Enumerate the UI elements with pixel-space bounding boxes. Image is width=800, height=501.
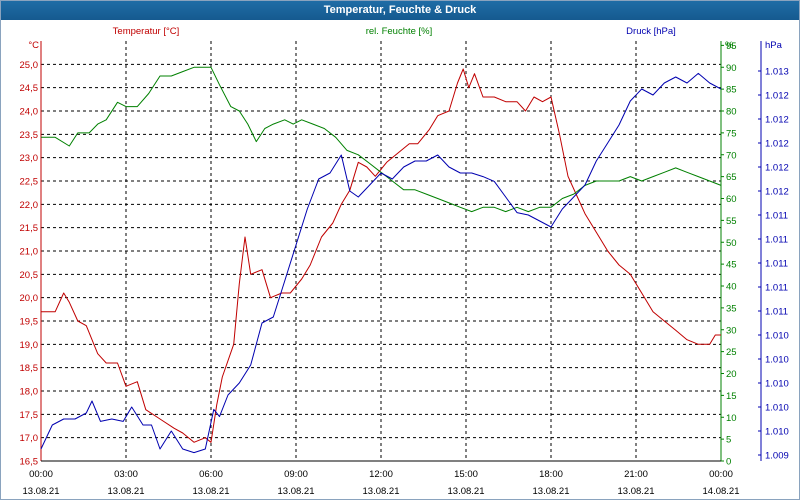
x-tick-date-label: 13.08.21 <box>363 486 400 497</box>
temperature-tick-label: 17,5 <box>20 410 39 421</box>
humidity-tick-label: 45 <box>726 260 737 271</box>
humidity-tick-label: 70 <box>726 150 737 161</box>
x-tick-time-label: 00:00 <box>709 469 733 480</box>
pressure-tick-label: 1.012 <box>765 115 789 126</box>
temperature-tick-label: 16,5 <box>20 457 39 468</box>
x-tick-date-label: 13.08.21 <box>108 486 145 497</box>
pressure-tick-label: 1.010 <box>765 355 789 366</box>
humidity-tick-label: 0 <box>726 457 731 468</box>
humidity-tick-label: 5 <box>726 435 731 446</box>
humidity-tick-label: 60 <box>726 194 737 205</box>
temperature-tick-label: 19,5 <box>20 317 39 328</box>
temperature-tick-label: 25,0 <box>20 60 39 71</box>
pressure-series-line <box>40 72 722 454</box>
humidity-tick-label: 95 <box>726 41 737 52</box>
humidity-tick-label: 50 <box>726 238 737 249</box>
x-tick-date-label: 13.08.21 <box>278 486 315 497</box>
x-tick-date-label: 13.08.21 <box>618 486 655 497</box>
pressure-tick-label: 1.012 <box>765 139 789 150</box>
x-tick-time-label: 00:00 <box>29 469 53 480</box>
humidity-tick-label: 75 <box>726 128 737 139</box>
temperature-unit-label: °C <box>28 40 39 51</box>
humidity-tick-label: 30 <box>726 325 737 336</box>
x-tick-date-label: 14.08.21 <box>703 486 740 497</box>
temperature-tick-label: 23,0 <box>20 153 39 164</box>
x-tick-time-label: 06:00 <box>199 469 223 480</box>
pressure-unit-label: hPa <box>765 40 783 51</box>
x-tick-time-label: 09:00 <box>284 469 308 480</box>
x-tick-date-label: 13.08.21 <box>448 486 485 497</box>
humidity-tick-label: 20 <box>726 369 737 380</box>
temperature-tick-label: 24,5 <box>20 83 39 94</box>
pressure-tick-label: 1.012 <box>765 91 789 102</box>
pressure-tick-label: 1.011 <box>765 211 788 222</box>
humidity-series-line <box>41 66 722 213</box>
temperature-tick-label: 20,5 <box>20 270 39 281</box>
temperature-tick-label: 21,0 <box>20 247 39 258</box>
temperature-tick-label: 23,5 <box>20 130 39 141</box>
x-tick-time-label: 12:00 <box>369 469 393 480</box>
pressure-tick-label: 1.012 <box>765 163 789 174</box>
humidity-tick-label: 35 <box>726 303 737 314</box>
humidity-tick-label: 55 <box>726 216 737 227</box>
pressure-tick-label: 1.010 <box>765 379 789 390</box>
humidity-tick-label: 25 <box>726 347 737 358</box>
temperature-axis-label: Temperatur [°C] <box>113 26 180 37</box>
x-tick-time-label: 15:00 <box>454 469 478 480</box>
humidity-tick-label: 40 <box>726 282 737 293</box>
pressure-tick-label: 1.011 <box>765 235 788 246</box>
temperature-tick-label: 17,0 <box>20 433 39 444</box>
temperature-tick-label: 24,0 <box>20 107 39 118</box>
x-tick-time-label: 18:00 <box>539 469 563 480</box>
pressure-tick-label: 1.010 <box>765 331 789 342</box>
pressure-axis-label: Druck [hPa] <box>626 26 676 37</box>
pressure-tick-label: 1.012 <box>765 187 789 198</box>
temperature-tick-label: 20,0 <box>20 293 39 304</box>
series-lines <box>40 66 722 454</box>
tick-labels: 16,5 17,0 17,5 18,0 18,5 19,0 19,5 20,0 20,5 21,0… <box>20 41 789 497</box>
pressure-tick-label: 1.009 <box>765 451 789 462</box>
pressure-tick-label: 1.010 <box>765 403 789 414</box>
temperature-tick-label: 19,0 <box>20 340 39 351</box>
x-tick-time-label: 21:00 <box>624 469 648 480</box>
humidity-tick-label: 85 <box>726 85 737 96</box>
x-tick-date-label: 13.08.21 <box>193 486 230 497</box>
humidity-tick-label: 15 <box>726 391 737 402</box>
temperature-tick-label: 22,0 <box>20 200 39 211</box>
temperature-tick-label: 18,0 <box>20 387 39 398</box>
temperature-tick-label: 18,5 <box>20 363 39 374</box>
humidity-axis-label: rel. Feuchte [%] <box>366 26 433 37</box>
x-tick-date-label: 13.08.21 <box>23 486 60 497</box>
pressure-tick-label: 1.011 <box>765 259 788 270</box>
pressure-tick-label: 1.011 <box>765 307 788 318</box>
x-tick-time-label: 03:00 <box>114 469 138 480</box>
temperature-series-line <box>41 68 721 443</box>
grid-lines <box>41 41 721 461</box>
temperature-tick-label: 21,5 <box>20 223 39 234</box>
axes <box>40 41 762 462</box>
x-tick-date-label: 13.08.21 <box>533 486 570 497</box>
humidity-tick-label: 65 <box>726 172 737 183</box>
humidity-unit-label: % <box>725 40 734 51</box>
pressure-tick-label: 1.011 <box>765 283 788 294</box>
temperature-tick-label: 22,5 <box>20 177 39 188</box>
window-title: Temperatur, Feuchte & Druck <box>1 1 799 20</box>
pressure-tick-label: 1.013 <box>765 67 789 78</box>
humidity-tick-label: 90 <box>726 63 737 74</box>
humidity-tick-label: 80 <box>726 107 737 118</box>
pressure-tick-label: 1.010 <box>765 427 789 438</box>
humidity-tick-label: 10 <box>726 413 737 424</box>
